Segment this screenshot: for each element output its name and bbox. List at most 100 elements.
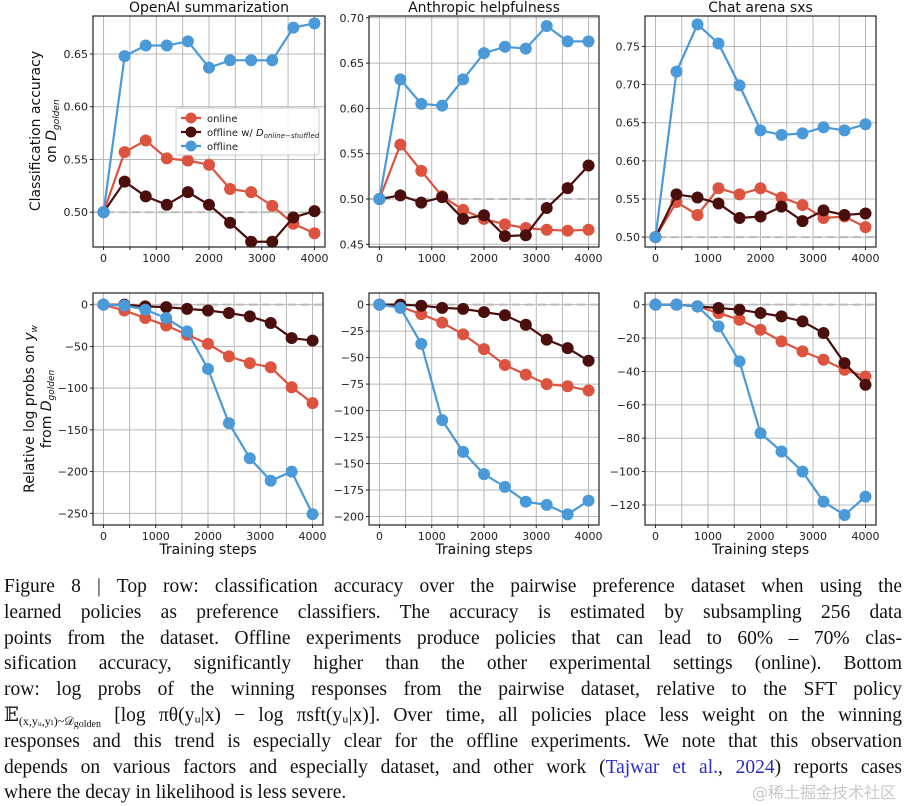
data-point-offline xyxy=(817,121,830,134)
plot-frame xyxy=(644,15,877,248)
y-tick-label: 0.65 xyxy=(616,117,641,130)
data-point-offline xyxy=(287,21,300,34)
data-point-shuffled xyxy=(478,209,490,222)
data-point-offline xyxy=(264,474,277,487)
x-axis-label: Training steps xyxy=(711,542,809,558)
data-point-online xyxy=(561,224,574,237)
data-point-offline xyxy=(649,231,662,244)
data-point-offline xyxy=(754,427,767,440)
data-point-offline xyxy=(859,118,872,131)
data-point-offline xyxy=(561,508,574,521)
plot-frame xyxy=(644,292,877,526)
data-point-offline xyxy=(817,495,830,508)
y-tick-label: 0.55 xyxy=(340,148,365,161)
x-tick-label: 2000 xyxy=(747,530,775,543)
data-point-shuffled xyxy=(436,191,449,204)
data-point-offline xyxy=(373,298,386,311)
data-point-offline xyxy=(754,124,767,137)
data-point-online xyxy=(394,138,407,151)
data-point-online xyxy=(160,152,173,165)
data-point-online xyxy=(796,199,809,212)
data-point-shuffled xyxy=(139,190,152,203)
data-point-online xyxy=(478,343,490,356)
y-tick-label: 0.45 xyxy=(340,238,365,251)
caption-line: depends on various factors and especiall… xyxy=(4,755,902,781)
panel-6: 0 −20 −40 −60 −80 −100 −120 0 1000 2000 3000 4000 Tr… xyxy=(610,292,880,558)
x-tick-label: 2000 xyxy=(194,530,222,543)
data-point-offline xyxy=(224,54,237,67)
caption-text: depends on various factors and especiall… xyxy=(4,756,606,778)
x-tick-label: 3000 xyxy=(246,530,274,543)
data-point-shuffled xyxy=(306,334,319,347)
data-point-offline xyxy=(181,325,194,338)
y-tick-label: 0.60 xyxy=(616,155,641,168)
x-tick-label: 1000 xyxy=(142,530,170,543)
citation-link-year[interactable]: 2024 xyxy=(735,756,775,778)
data-point-shuffled xyxy=(243,310,256,323)
data-point-online xyxy=(203,158,215,171)
label-part: Classification accuracy xyxy=(28,51,44,211)
panel-5: 0 −25 −50 −75 −100 −125 −150 −175 −200 0 1000 2000 3… xyxy=(334,292,603,558)
panel-2: 0.45 0.50 0.55 0.60 0.65 0.70 0 1000 2000 3000 400… xyxy=(340,0,603,265)
x-tick-label: 0 xyxy=(376,252,383,265)
data-point-offline xyxy=(139,303,152,316)
plot-frame xyxy=(368,292,600,526)
panel-3: 0.50 0.55 0.60 0.65 0.70 0.75 0 1000 2000 3000 400… xyxy=(616,0,880,265)
data-point-shuffled xyxy=(796,315,809,328)
data-point-shuffled xyxy=(457,302,470,315)
x-tick-label: 1000 xyxy=(142,252,170,265)
data-point-shuffled xyxy=(859,207,872,220)
data-point-offline xyxy=(118,50,131,63)
data-point-shuffled xyxy=(838,208,851,221)
data-point-online xyxy=(540,378,553,391)
x-axis-label: Training steps xyxy=(434,542,532,558)
data-point-offline xyxy=(308,17,321,30)
y-tick-label: −40 xyxy=(617,365,640,378)
citation-link-authors[interactable]: Tajwar et al. xyxy=(605,756,718,778)
x-tick-label: 4000 xyxy=(852,530,880,543)
y-axis-label-line: from Dgolden xyxy=(39,369,57,448)
y-tick-label: −100 xyxy=(610,466,640,479)
caption-line: learned policies as preference classifie… xyxy=(4,601,902,623)
data-point-online xyxy=(519,368,532,381)
data-point-shuffled xyxy=(838,357,851,370)
data-point-shuffled xyxy=(203,198,215,211)
x-tick-label: 4000 xyxy=(299,530,327,543)
caption-line: Figure 8 | Top row: classification accur… xyxy=(4,576,902,597)
data-point-shuffled xyxy=(817,204,830,217)
data-point-shuffled xyxy=(181,186,194,199)
y-tick-label: −50 xyxy=(65,340,88,353)
data-point-shuffled xyxy=(287,211,300,224)
data-point-offline xyxy=(139,39,152,52)
data-point-shuffled xyxy=(712,302,725,315)
data-point-offline xyxy=(582,494,595,507)
data-point-shuffled xyxy=(222,307,235,320)
data-point-online xyxy=(733,313,746,326)
data-point-shuffled xyxy=(796,215,809,228)
legend-label-online: online xyxy=(207,114,238,125)
y-tick-label: 0 xyxy=(357,299,364,312)
caption-text: ) reports cases xyxy=(774,756,902,778)
data-point-shuffled xyxy=(264,317,277,330)
plot-frame xyxy=(92,292,324,526)
data-point-online xyxy=(859,221,872,234)
data-point-offline xyxy=(415,97,428,110)
label-part: golden xyxy=(52,99,62,130)
x-tick-label: 2000 xyxy=(470,530,498,543)
data-point-shuffled xyxy=(498,230,511,243)
data-point-shuffled xyxy=(691,191,704,204)
y-tick-label: −80 xyxy=(617,432,640,445)
data-point-shuffled xyxy=(582,354,595,367)
data-point-shuffled xyxy=(817,327,830,340)
label-part: D xyxy=(39,400,55,411)
y-tick-label: −175 xyxy=(334,484,364,497)
y-tick-label: −20 xyxy=(617,332,640,345)
data-point-offline xyxy=(222,417,235,430)
data-point-online xyxy=(264,361,277,374)
data-point-offline xyxy=(498,480,511,493)
data-point-online xyxy=(754,182,767,195)
data-point-offline xyxy=(649,298,662,311)
data-point-offline xyxy=(775,445,788,458)
data-point-offline xyxy=(775,128,788,141)
